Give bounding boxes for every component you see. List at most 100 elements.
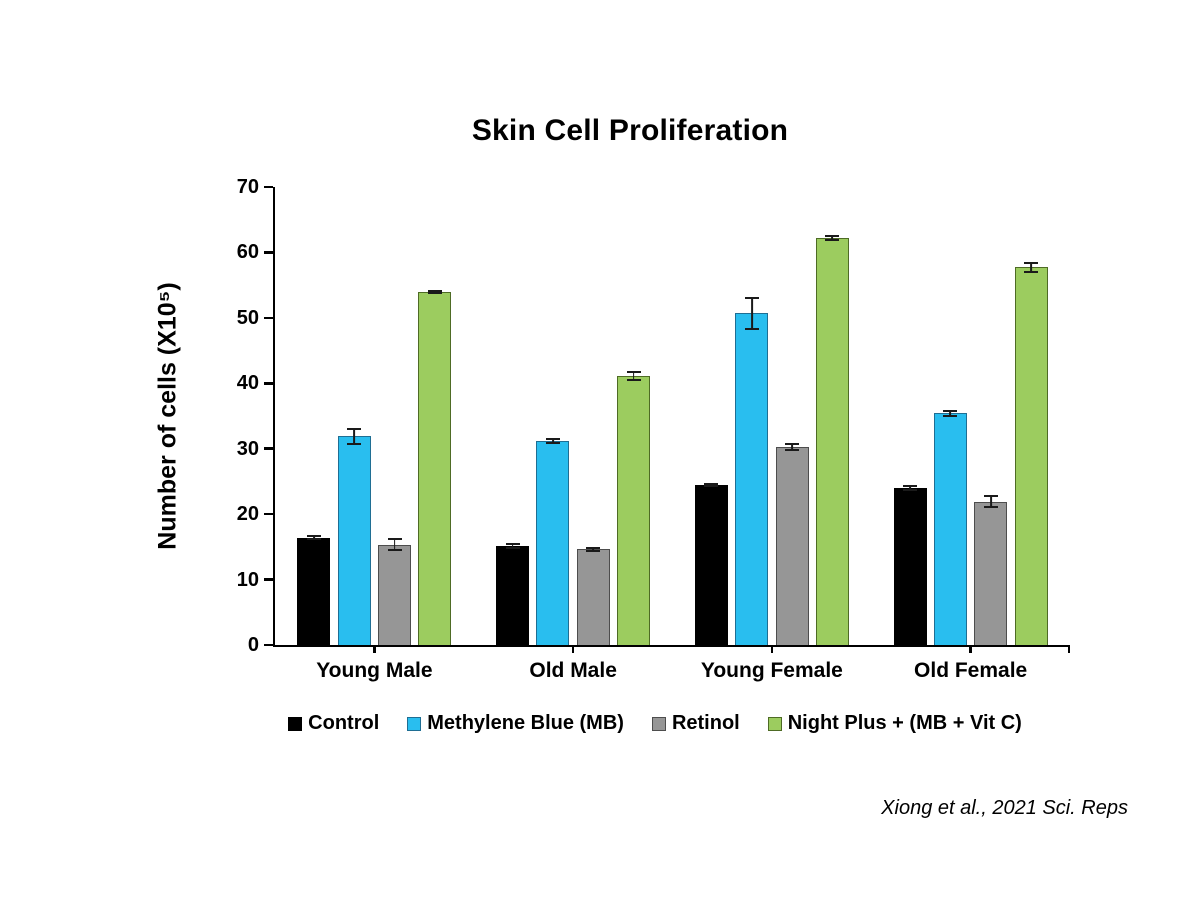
- y-tick-label: 10: [236, 568, 259, 591]
- error-bar-line: [393, 538, 396, 552]
- y-tick-mark: [264, 578, 273, 581]
- error-bar-cap-bottom: [427, 291, 442, 294]
- error-bar-cap-bottom: [983, 506, 998, 509]
- bar-retinol-young-male: [378, 544, 412, 645]
- bar-control-young-female: [694, 484, 728, 645]
- error-bar: [704, 482, 719, 487]
- error-bar-cap-bottom: [387, 549, 402, 552]
- bar-control-old-male: [496, 546, 530, 645]
- legend-item-night-plus-mb-vit-c: Night Plus + (MB + Vit C): [767, 712, 1022, 735]
- error-bar-line: [552, 437, 554, 445]
- error-bar-cap-bottom: [943, 414, 958, 417]
- error-bar-cap-bottom: [825, 239, 840, 242]
- legend-swatch-icon: [407, 716, 422, 731]
- legend-swatch-icon: [288, 716, 303, 731]
- y-tick-mark: [264, 382, 273, 385]
- error-bar: [545, 437, 560, 445]
- error-bar-cap-top: [1024, 262, 1039, 265]
- error-bar-cap-top: [785, 443, 800, 446]
- bar-methylene-blue-mb-old-male: [536, 440, 570, 645]
- error-bar-line: [909, 485, 912, 491]
- error-bar-line: [632, 370, 635, 382]
- x-axis-end-tick: [1067, 645, 1070, 653]
- error-bar-line: [312, 535, 315, 541]
- error-bar: [586, 546, 601, 553]
- x-tick-mark: [373, 645, 376, 653]
- bar-methylene-blue-mb-young-female: [735, 313, 769, 645]
- legend-label: Control: [308, 712, 380, 734]
- error-bar-line: [1030, 262, 1033, 273]
- error-bar: [306, 535, 321, 541]
- bar-control-old-female: [893, 487, 927, 645]
- bar-retinol-old-female: [974, 501, 1008, 645]
- error-bar-line: [353, 427, 356, 445]
- error-bar: [785, 443, 800, 452]
- error-bar-cap-top: [347, 427, 362, 430]
- error-bar-cap-top: [744, 296, 759, 299]
- error-bar-cap-bottom: [626, 379, 641, 382]
- bar-retinol-young-female: [775, 447, 809, 645]
- y-tick-mark: [264, 251, 273, 254]
- y-tick-label: 30: [236, 437, 259, 460]
- x-category-label: Old Male: [529, 659, 617, 682]
- bar-night-plus-mb-vit-c-old-female: [1014, 267, 1048, 645]
- legend-label: Night Plus + (MB + Vit C): [787, 712, 1022, 734]
- error-bar: [427, 289, 442, 294]
- x-tick-mark: [770, 645, 774, 653]
- error-bar-line: [750, 296, 753, 330]
- error-bar-cap-bottom: [306, 538, 321, 541]
- error-bar-cap-top: [387, 538, 402, 541]
- legend-swatch-icon: [767, 716, 782, 731]
- legend-item-methylene-blue-mb: Methylene Blue (MB): [407, 712, 624, 735]
- bar-retinol-old-male: [576, 549, 610, 645]
- legend-label: Retinol: [671, 712, 740, 734]
- bar-night-plus-mb-vit-c-old-male: [617, 376, 651, 645]
- x-tick-mark: [571, 645, 575, 653]
- error-bar: [347, 427, 362, 445]
- error-bar-cap-top: [427, 289, 442, 292]
- error-bar-line: [989, 495, 992, 509]
- error-bar-line: [592, 546, 595, 553]
- y-tick-mark: [264, 447, 273, 450]
- error-bar-cap-bottom: [785, 449, 800, 452]
- y-tick-mark: [264, 643, 273, 647]
- x-category-label: Young Female: [700, 659, 843, 682]
- error-bar: [983, 495, 998, 509]
- error-bar-cap-bottom: [903, 488, 918, 491]
- y-tick-mark: [264, 512, 273, 516]
- error-bar-cap-bottom: [347, 442, 362, 445]
- error-bar-line: [949, 410, 952, 417]
- y-tick-label: 50: [236, 306, 259, 329]
- bar-control-young-male: [297, 537, 331, 645]
- error-bar-cap-bottom: [545, 442, 560, 445]
- error-bar: [626, 370, 641, 382]
- plot-area: 0 10 20 30 40 50 60 70 Young Male Old Male Young F…: [237, 177, 1070, 682]
- y-tick-mark: [264, 316, 273, 320]
- error-bar-line: [831, 234, 834, 242]
- error-bar-cap-bottom: [586, 550, 601, 553]
- error-bar-cap-top: [306, 535, 321, 538]
- x-category-label: Young Male: [316, 659, 433, 682]
- legend-swatch-icon: [651, 716, 666, 731]
- bar-methylene-blue-mb-old-female: [933, 413, 967, 645]
- bar-night-plus-mb-vit-c-young-female: [815, 238, 849, 645]
- x-category-label: Old Female: [914, 659, 1028, 682]
- error-bar-cap-top: [505, 542, 520, 545]
- y-tick-label: 40: [236, 372, 259, 395]
- error-bar-cap-top: [586, 546, 601, 549]
- error-bar: [903, 485, 918, 491]
- error-bar-line: [791, 443, 793, 452]
- bar-methylene-blue-mb-young-male: [337, 436, 371, 645]
- error-bar-cap-top: [704, 482, 719, 485]
- y-axis-title: Number of cells (X10⁵): [153, 282, 182, 550]
- y-tick-mark: [264, 185, 273, 189]
- y-tick-label: 70: [236, 176, 259, 198]
- error-bar-cap-bottom: [744, 327, 759, 330]
- bar-night-plus-mb-vit-c-young-male: [418, 291, 452, 645]
- error-bar-cap-bottom: [505, 547, 520, 550]
- error-bar-cap-top: [626, 370, 641, 373]
- error-bar-cap-top: [983, 495, 998, 498]
- y-tick-label: 20: [236, 503, 259, 526]
- error-bar: [387, 538, 402, 552]
